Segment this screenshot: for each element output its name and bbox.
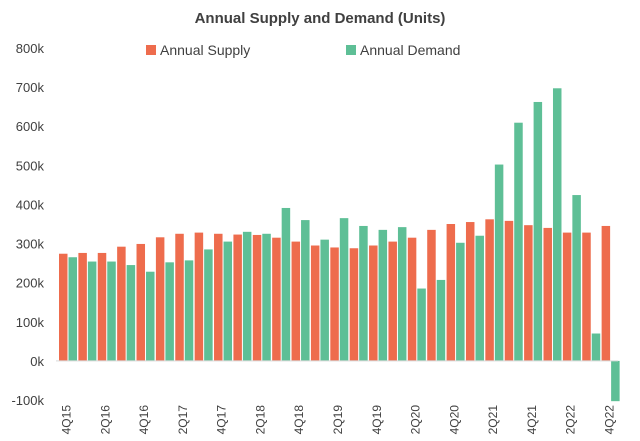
legend-label-demand: Annual Demand xyxy=(360,42,461,58)
x-tick-label: 4Q16 xyxy=(137,405,151,435)
bar-supply xyxy=(369,245,378,361)
bar-demand xyxy=(397,227,407,361)
bar-supply xyxy=(214,233,223,361)
y-tick-label: 700k xyxy=(16,80,45,95)
x-tick-label: 2Q18 xyxy=(253,405,267,435)
bar-supply xyxy=(233,234,242,361)
bar-demand xyxy=(436,279,446,361)
y-tick-label: 0k xyxy=(30,354,44,369)
legend-item-demand: Annual Demand xyxy=(346,42,460,58)
bar-supply xyxy=(427,229,436,361)
legend-item-supply: Annual Supply xyxy=(146,42,250,58)
bar-demand xyxy=(281,207,291,361)
bar-demand xyxy=(204,249,213,361)
bar-supply xyxy=(465,222,475,361)
bar-supply xyxy=(330,247,339,361)
bar-demand xyxy=(126,265,136,361)
bar-supply xyxy=(524,225,533,361)
bar-supply xyxy=(272,237,281,361)
bar-demand xyxy=(378,229,388,361)
bar-supply xyxy=(485,219,494,361)
x-tick-label: 2Q22 xyxy=(564,405,578,435)
x-tick-label: 2Q21 xyxy=(486,405,500,435)
bar-demand xyxy=(223,241,233,361)
bar-demand xyxy=(146,271,155,361)
y-tick-label: 100k xyxy=(16,315,45,330)
bar-demand xyxy=(301,220,310,361)
y-tick-label: 400k xyxy=(16,197,45,212)
bar-demand xyxy=(572,195,581,361)
bar-supply xyxy=(562,232,572,361)
legend-swatch-supply xyxy=(146,45,156,55)
bar-demand xyxy=(475,235,484,361)
bar-demand xyxy=(320,239,329,361)
bar-supply xyxy=(446,224,456,361)
bar-demand xyxy=(611,360,620,402)
bar-demand xyxy=(359,225,368,361)
x-tick-label: 2Q19 xyxy=(331,405,345,435)
bar-demand xyxy=(552,88,562,361)
x-tick-label: 4Q21 xyxy=(525,405,539,435)
bar-demand xyxy=(107,261,116,361)
bar-supply xyxy=(97,252,107,361)
bar-demand xyxy=(533,101,543,361)
bar-demand xyxy=(339,218,349,361)
x-tick-label: 4Q15 xyxy=(60,405,74,435)
bar-supply xyxy=(349,248,359,361)
bar-supply xyxy=(175,233,184,361)
x-tick-label: 2Q17 xyxy=(176,405,190,435)
bar-supply xyxy=(155,237,165,361)
x-tick-label: 4Q17 xyxy=(215,405,229,435)
y-tick-label: 500k xyxy=(16,158,45,173)
bar-demand xyxy=(591,333,601,361)
bar-demand xyxy=(494,164,504,361)
bar-supply xyxy=(78,252,87,361)
chart-title: Annual Supply and Demand (Units) xyxy=(194,10,446,27)
bar-supply xyxy=(117,246,126,361)
y-tick-label: 200k xyxy=(16,276,45,291)
bar-demand xyxy=(68,257,77,361)
x-tick-label: 4Q19 xyxy=(370,405,384,435)
x-tick-label: 4Q22 xyxy=(602,405,616,435)
bar-supply xyxy=(136,243,146,361)
x-tick-label: 4Q20 xyxy=(447,405,461,435)
bar-demand xyxy=(262,233,271,361)
legend-label-supply: Annual Supply xyxy=(160,42,251,58)
bar-demand xyxy=(456,242,465,361)
bar-demand xyxy=(242,231,252,361)
bar-supply xyxy=(310,245,320,361)
bar-supply xyxy=(252,234,262,361)
bar-supply xyxy=(582,232,591,361)
y-tick-label: 300k xyxy=(16,237,45,252)
x-tick-label: 4Q18 xyxy=(292,405,306,435)
bar-demand xyxy=(184,260,194,361)
bar-supply xyxy=(407,237,417,361)
legend-swatch-demand xyxy=(346,45,356,55)
y-tick-label: 600k xyxy=(16,119,45,134)
bar-demand xyxy=(87,261,97,361)
y-tick-label: -100k xyxy=(11,393,44,408)
y-tick-label: 800k xyxy=(16,41,45,56)
bar-supply xyxy=(59,253,68,361)
bar-demand xyxy=(514,122,523,361)
bar-supply xyxy=(388,241,397,361)
bar-supply xyxy=(194,232,204,361)
bar-demand xyxy=(165,262,174,361)
bar-supply xyxy=(504,220,514,361)
x-tick-label: 2Q20 xyxy=(409,405,423,435)
x-tick-label: 2Q16 xyxy=(98,405,112,435)
bar-demand xyxy=(417,288,426,361)
bar-supply xyxy=(543,227,552,361)
bar-supply xyxy=(601,225,611,361)
bar-supply xyxy=(291,241,301,361)
